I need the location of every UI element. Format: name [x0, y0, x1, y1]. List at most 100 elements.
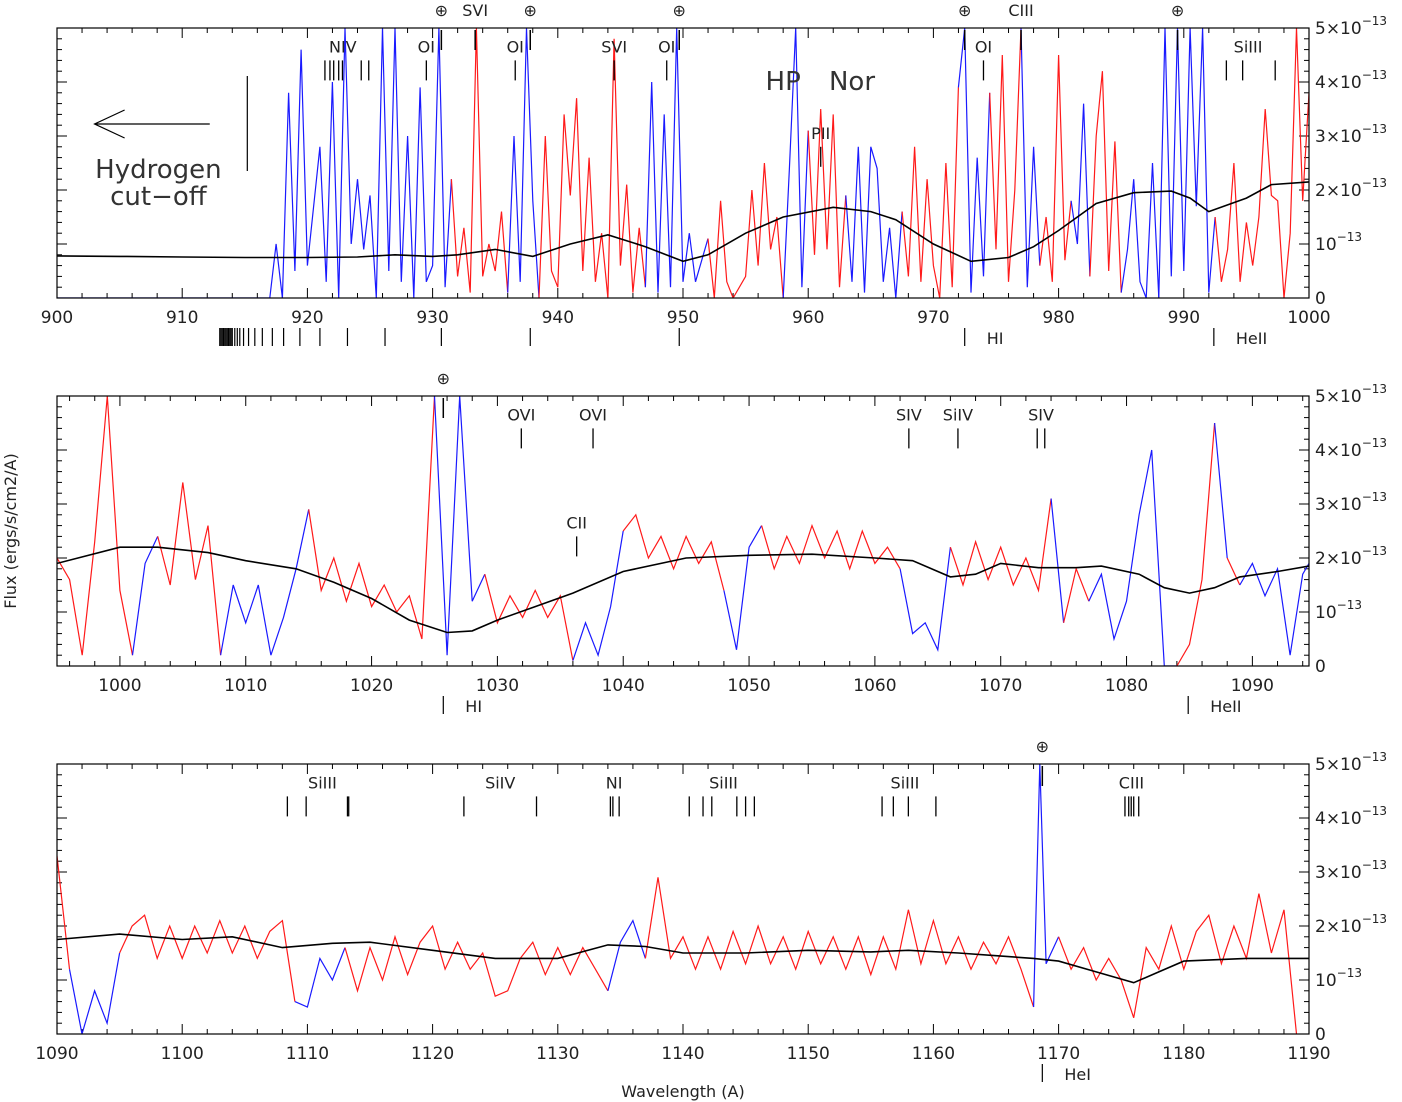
earth-symbol-icon: ⊕ — [1036, 737, 1049, 756]
line-id-oi: OI — [975, 37, 992, 81]
masked-spectrum-segment — [1088, 449, 1177, 666]
earth-symbol-icon: ⊕ — [524, 1, 537, 20]
spectrum-segment — [119, 914, 296, 1002]
x-tick-label: 1000 — [1287, 308, 1330, 328]
line-id-pii: PII — [811, 124, 830, 167]
masked-spectrum-segment — [220, 509, 310, 656]
region-label: Nor — [829, 67, 875, 97]
line-id-cii: CII — [566, 513, 587, 557]
line-id-siv: SIV — [1028, 405, 1054, 449]
x-tick-label: 910 — [166, 308, 198, 328]
line-id-: ⊕ — [435, 1, 448, 50]
x-tick-label: 1080 — [1105, 676, 1148, 696]
line-id-: ⊕ — [1036, 737, 1049, 786]
line-id-siiii: SiIII — [1225, 37, 1276, 81]
series-marker-heii: HeII — [1213, 328, 1267, 348]
x-axis-title: Wavelength (A) — [621, 1082, 744, 1101]
line-label: CIII — [1008, 1, 1033, 20]
spectrum-segment — [949, 498, 1052, 593]
masked-spectrum-segment — [899, 547, 951, 652]
line-id-niv: NIV — [324, 37, 370, 81]
x-tick-label: 930 — [416, 308, 448, 328]
x-tick-label: 1130 — [536, 1044, 579, 1064]
masked-spectrum-segment — [1214, 422, 1228, 559]
x-tick-label: 1120 — [411, 1044, 454, 1064]
line-id-siiii: SiIII — [286, 773, 350, 817]
spectrum-segment — [157, 482, 222, 656]
x-tick-label: 1050 — [727, 676, 770, 696]
spectrum-segment — [901, 87, 959, 298]
y-tick-label: 4×10−13 — [1315, 68, 1387, 93]
spectrum-segment — [1058, 893, 1298, 1034]
model-curve — [57, 933, 1309, 984]
model-curve — [57, 546, 1309, 634]
spectrum-segment — [761, 523, 901, 571]
series-marker-hi: HI — [442, 696, 482, 716]
line-id-siiv: SiIV — [463, 773, 538, 817]
series-label: HI — [987, 329, 1004, 348]
masked-spectrum-segment — [644, 28, 709, 293]
masked-spectrum-segment — [68, 952, 121, 1034]
line-id-svi: SVI — [462, 1, 488, 50]
y-axis-title: Flux (ergs/s/cm2/A) — [1, 453, 20, 608]
earth-symbol-icon: ⊕ — [437, 369, 450, 388]
line-label: SiIV — [485, 773, 515, 792]
cutoff-label: cut−off — [110, 182, 208, 212]
spectrum-segment — [1176, 422, 1216, 666]
panel-2: 1000 1010 1020 1030 1040 1050 1060 1070 1080 1090… — [56, 369, 1387, 716]
x-tick-label: 960 — [792, 308, 824, 328]
x-tick-label: 940 — [542, 308, 574, 328]
x-tick-label: 990 — [1168, 308, 1200, 328]
line-label: SVI — [462, 1, 488, 20]
model-curve — [57, 181, 1309, 263]
line-id-: ⊕ — [958, 1, 971, 50]
masked-spectrum-segment — [723, 525, 763, 650]
spectrum-segment — [989, 28, 1022, 282]
masked-spectrum-segment — [433, 396, 486, 656]
earth-symbol-icon: ⊕ — [435, 1, 448, 20]
earth-symbol-icon: ⊕ — [673, 1, 686, 20]
line-label: SiIV — [943, 405, 973, 424]
line-id-svi: SVI — [601, 37, 627, 81]
x-tick-label: 1030 — [476, 676, 519, 696]
x-tick-label: 1010 — [224, 676, 267, 696]
line-id-siiii: SiIII — [688, 773, 756, 817]
spectrum-segment — [57, 396, 134, 656]
x-tick-label: 1060 — [853, 676, 896, 696]
masked-spectrum-segment — [845, 146, 903, 298]
x-tick-label: 980 — [1042, 308, 1074, 328]
masked-spectrum-segment — [131, 536, 159, 656]
masked-spectrum-segment — [57, 28, 452, 298]
plot-layer: 900 910 920 930 940 950 960 970 980 990 1000010−13… — [35, 1, 1387, 1084]
line-label: SIV — [1028, 405, 1054, 424]
line-id-oi: OI — [658, 37, 675, 81]
y-tick-label: 5×10−13 — [1315, 14, 1387, 39]
x-tick-label: 1090 — [35, 1044, 78, 1064]
line-id-ovi: OVI — [507, 405, 535, 449]
masked-spectrum-segment — [1033, 764, 1060, 1008]
line-id-ciii: CIII — [1119, 773, 1144, 817]
line-label: OVI — [507, 405, 535, 424]
spectrum-segment — [57, 855, 71, 970]
y-tick-label: 3×10−13 — [1315, 858, 1387, 883]
line-label: SiIII — [308, 773, 337, 792]
x-tick-label: 1170 — [1037, 1044, 1080, 1064]
x-tick-label: 1160 — [912, 1044, 955, 1064]
line-label: SIV — [896, 405, 922, 424]
x-tick-label: 900 — [41, 308, 73, 328]
y-tick-label: 10−13 — [1315, 966, 1362, 991]
masked-spectrum-segment — [294, 947, 346, 1008]
spectrum-segment — [308, 396, 436, 640]
masked-spectrum-segment — [782, 28, 809, 298]
plot-frame — [56, 27, 1310, 299]
line-label: OI — [418, 37, 435, 56]
y-tick-label: 0 — [1315, 289, 1326, 309]
y-tick-label: 3×10−13 — [1315, 490, 1387, 515]
series-label: HeII — [1210, 697, 1241, 716]
x-tick-label: 1150 — [787, 1044, 830, 1064]
masked-spectrum-segment — [607, 919, 646, 991]
line-label: SVI — [601, 37, 627, 56]
y-tick-label: 10−13 — [1315, 230, 1362, 255]
